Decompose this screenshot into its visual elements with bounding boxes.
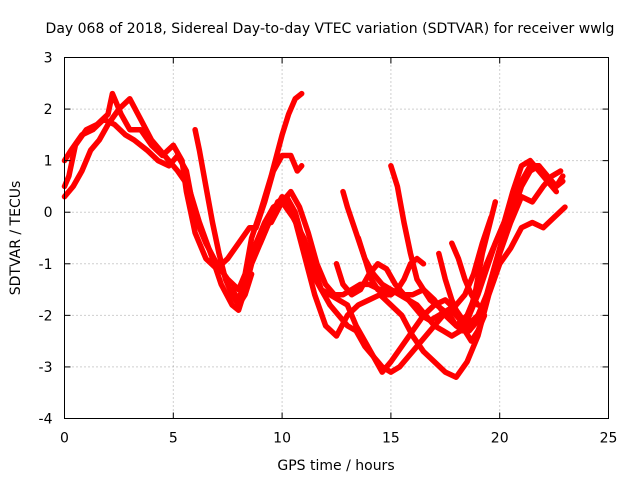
y-tick-label: -2 <box>39 308 53 324</box>
x-tick-label: 5 <box>169 431 178 447</box>
x-tick-label: 15 <box>382 431 400 447</box>
y-tick-label: 3 <box>44 51 53 67</box>
y-axis-label: SDTVAR / TECUs <box>8 181 24 296</box>
y-tick-label: -3 <box>39 360 53 376</box>
x-axis-label: GPS time / hours <box>277 458 394 474</box>
y-tick-label: 0 <box>44 205 53 221</box>
data-series-group <box>61 90 568 380</box>
series-track-5 <box>257 193 568 380</box>
x-tick-label: 10 <box>273 431 291 447</box>
series-track-10 <box>388 163 499 334</box>
y-tick-label: -4 <box>39 412 53 428</box>
series-track-12 <box>449 240 481 308</box>
x-tick-label: 25 <box>600 431 618 447</box>
chart-title: Day 068 of 2018, Sidereal Day-to-day VTE… <box>46 21 615 37</box>
plot-frame <box>64 57 609 419</box>
series-track-11 <box>436 250 488 344</box>
series-track-2 <box>61 90 305 293</box>
grid-lines <box>64 57 609 419</box>
y-tick-labels: -4 -3 -2 -1 0 1 2 3 <box>39 51 53 428</box>
y-tick-label: 1 <box>44 154 53 170</box>
series-track-8 <box>340 163 566 339</box>
y-tick-label: -1 <box>39 257 53 273</box>
series-track-13 <box>192 126 255 308</box>
series-track-6 <box>268 163 560 375</box>
x-tick-labels: 0 5 10 15 20 25 <box>60 431 617 447</box>
x-tick-label: 20 <box>491 431 509 447</box>
y-tick-label: 2 <box>44 102 53 118</box>
axis-ticks <box>64 57 609 419</box>
x-tick-label: 0 <box>60 431 69 447</box>
